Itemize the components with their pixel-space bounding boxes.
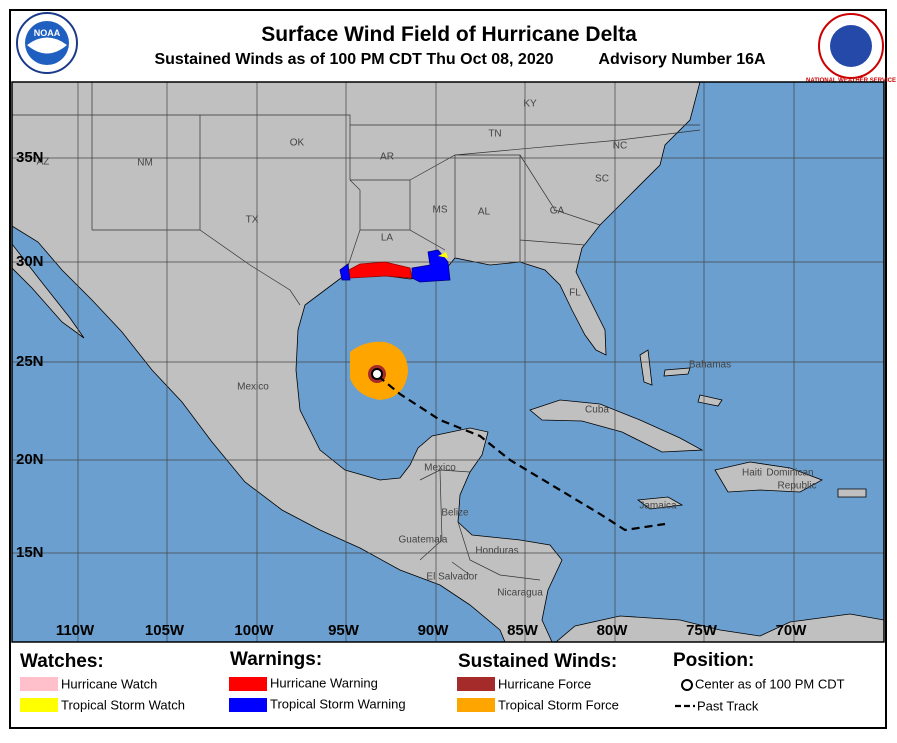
swatch [20,698,58,712]
grid-labels: 35N 30N 25N 20N 15N 110W 105W 100W 95W 90W 85W 80W 7… [16,149,807,639]
place-label: FL [569,288,581,299]
place-label: El Salvador [426,572,478,583]
advisory: Advisory Number 16A [598,51,766,68]
place-labels: AZ NM OK AR KY TN NC SC TX LA MS AL GA FL Mexico Mexico… [37,99,817,599]
legend-item: Tropical Storm Force [498,697,619,712]
south-america [555,613,884,642]
north-america [12,82,701,642]
legend-item: Center as of 100 PM CDT [695,676,845,691]
place-label: NC [613,141,627,152]
swatch [457,698,495,712]
lat-label: 15N [16,544,44,561]
lon-label: 105W [145,622,185,639]
map: AZ NM OK AR KY TN NC SC TX LA MS AL GA FL Mexico Mexico… [12,82,884,642]
map-frame [11,81,885,643]
lon-label: 70W [776,622,808,639]
lon-label: 85W [507,622,539,639]
logo-text: NOAA [34,28,61,38]
hispaniola [714,461,823,493]
legend-item: Hurricane Warning [270,675,378,690]
place-label: KY [523,99,537,110]
place-label: Guatemala [399,535,448,546]
legend-item: Hurricane Watch [61,676,157,691]
place-label: AL [478,207,491,218]
place-label: Mexico [237,382,269,393]
swatch [229,677,267,691]
legend-heading: Watches: [20,651,104,672]
nws-logo: NATIONAL WEATHER SERVICE [806,13,896,84]
puerto-rico [837,488,867,498]
place-label: Belize [441,508,469,519]
place-label: AR [380,152,394,163]
logo-text: NATIONAL WEATHER SERVICE [806,78,896,84]
legend-item: Past Track [697,698,759,713]
jamaica [636,496,684,510]
lon-label: 95W [328,622,360,639]
lat-label: 25N [16,353,44,370]
place-label: Cuba [585,405,609,416]
graticule [12,82,884,642]
legend-heading: Position: [673,650,754,671]
legend-item: Tropical Storm Watch [61,697,185,712]
swatch [229,698,267,712]
place-label: NM [137,158,153,169]
lon-label: 75W [686,622,718,639]
place-label: TN [488,129,501,140]
swatch [457,677,495,691]
place-label: Honduras [475,546,518,557]
hurricane-warning [344,261,413,279]
bahamas [639,349,723,407]
lon-label: 100W [234,622,274,639]
lon-label: 90W [418,622,450,639]
baja-california [12,243,85,339]
legend-item: Hurricane Force [498,676,591,691]
place-label: GA [550,206,565,217]
place-label: Nicaragua [497,588,543,599]
place-label: MS [433,205,448,216]
place-label: SC [595,174,609,185]
tropical-storm-warning [339,249,451,283]
lat-label: 35N [16,149,44,166]
lat-label: 30N [16,253,44,270]
legend-heading: Warnings: [230,649,322,670]
legend: Watches: Hurricane Watch Tropical Storm … [20,649,845,713]
tropical-storm-watch [438,252,448,258]
legend-item: Tropical Storm Warning [270,696,406,711]
lon-label: 80W [597,622,629,639]
place-label: Republic [778,481,817,492]
place-label: AZ [37,157,50,168]
place-label: Haiti [742,468,762,479]
place-label: Bahamas [689,360,731,371]
title: Surface Wind Field of Hurricane Delta [261,23,637,46]
place-label: Jamaica [639,501,677,512]
lat-label: 20N [16,451,44,468]
border [419,469,541,581]
storm-center [371,368,383,380]
legend-heading: Sustained Winds: [458,651,617,672]
logo-disc [830,25,872,67]
subtitle: Sustained Winds as of 100 PM CDT Thu Oct… [154,51,553,68]
borders [12,82,701,581]
place-label: LA [381,233,394,244]
past-track [377,375,666,532]
place-label: Mexico [424,463,456,474]
logo-bird [27,37,67,54]
cuba [529,399,704,453]
noaa-logo: NOAA [16,12,78,74]
place-label: Dominican [766,468,813,479]
land [12,82,884,642]
lon-label: 110W [56,622,95,639]
place-label: TX [246,215,259,226]
place-label: OK [290,138,305,149]
swatch [20,677,58,691]
center-symbol [681,679,693,691]
